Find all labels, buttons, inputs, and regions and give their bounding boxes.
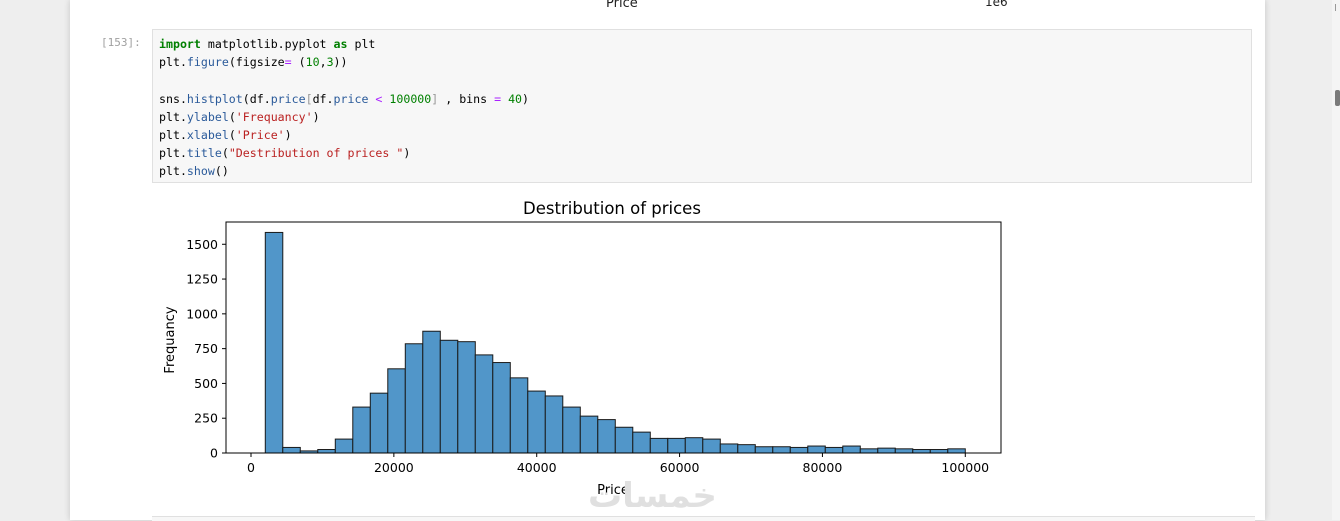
scrollbar-thumb[interactable]: [1335, 90, 1340, 106]
histogram-bar: [352, 406, 371, 454]
histogram-bar: [282, 446, 301, 454]
histogram-bar: [334, 438, 354, 454]
histogram-bar: [509, 377, 529, 454]
histogram-bar: [719, 443, 739, 454]
histogram-bar: [579, 415, 599, 454]
histogram-bar: [807, 445, 826, 454]
x-tick-label: 60000: [660, 460, 700, 475]
histogram-bar: [667, 437, 686, 454]
histogram-bar: [947, 448, 966, 454]
histogram-bar: [824, 446, 844, 454]
x-axis: 0 20000 40000 60000 80000 100000: [247, 453, 989, 475]
x-axis-label: Price: [597, 483, 629, 498]
histogram-bar: [684, 437, 704, 454]
x-tick-label: 0: [247, 460, 255, 475]
histogram-bar: [894, 448, 914, 454]
chart-title: Destribution of prices: [523, 199, 701, 218]
histogram-bar: [317, 449, 336, 454]
histogram-bar: [702, 438, 721, 454]
histogram-bar: [877, 447, 896, 454]
y-tick-label: 250: [194, 411, 218, 426]
histogram-bar: [772, 446, 791, 454]
histogram-bar: [842, 445, 861, 454]
plot-frame: [225, 221, 1002, 454]
code-text[interactable]: import matplotlib.pyplot as plt plt.figu…: [153, 30, 1251, 181]
scrollbar-top-marker: [1335, 4, 1340, 11]
histogram-bar: [544, 395, 564, 454]
histogram-bar: [457, 341, 476, 454]
y-axis-label: Frequancy: [163, 306, 178, 373]
y-tick-label: 0: [210, 446, 218, 461]
histogram-bar: [912, 449, 931, 454]
code-line: sns.histplot(df.price[df.price < 100000]…: [159, 91, 530, 106]
histogram-bar: [369, 392, 389, 454]
histogram-bar: [649, 437, 669, 454]
y-tick-label: 1500: [186, 237, 218, 252]
x-tick-label: 40000: [517, 460, 557, 475]
x-tick-label: 100000: [941, 460, 989, 475]
histogram-bar: [859, 448, 879, 454]
cell-prompt: [153]:: [101, 36, 141, 49]
histogram-bar: [597, 419, 616, 454]
histogram-bar: [929, 449, 949, 454]
watermark: خمسات: [588, 476, 717, 516]
histogram-bar: [632, 431, 651, 454]
y-tick-label: 1250: [186, 272, 218, 287]
x-tick-label: 80000: [803, 460, 843, 475]
window-scrollbar[interactable]: [1332, 0, 1340, 520]
histogram-bar: [562, 406, 581, 454]
code-line: plt.ylabel('Frequancy'): [159, 109, 320, 124]
x-tick-label: 20000: [374, 460, 414, 475]
histogram-bar: [789, 446, 809, 454]
histogram-bar: [387, 368, 406, 454]
histogram-bar: [754, 446, 774, 454]
histogram-bar: [404, 343, 424, 454]
histogram-bar: [474, 354, 494, 454]
code-line: import matplotlib.pyplot as plt: [159, 37, 376, 51]
histogram-bar: [264, 231, 284, 454]
histogram-figure: Destribution of prices 0 20000 40000 60000 8…: [163, 199, 1002, 498]
y-axis: 0 250 500 750 1000 1250 1500: [186, 237, 226, 461]
histogram-bar: [492, 362, 511, 454]
histogram-bar: [527, 390, 546, 454]
code-line: plt.show(): [159, 164, 229, 179]
histogram-bar: [422, 330, 441, 454]
next-cell-edge[interactable]: [152, 516, 1255, 521]
code-line: plt.figure(figsize= (10,3)): [159, 55, 348, 70]
y-tick-label: 750: [194, 341, 218, 356]
histogram-bar: [614, 426, 634, 454]
previous-plot-xlabel: Price: [606, 0, 638, 11]
code-editor[interactable]: import matplotlib.pyplot as plt plt.figu…: [152, 29, 1252, 183]
code-line: plt.title("Destribution of prices "): [159, 146, 411, 161]
previous-plot-offset-text: 1e6: [985, 0, 1008, 9]
bar-group: [264, 231, 966, 454]
histogram-bar: [737, 444, 756, 454]
histogram-bar: [439, 339, 459, 454]
y-tick-label: 500: [194, 376, 218, 391]
code-line: plt.xlabel('Price'): [159, 128, 292, 143]
y-tick-label: 1000: [186, 306, 218, 321]
